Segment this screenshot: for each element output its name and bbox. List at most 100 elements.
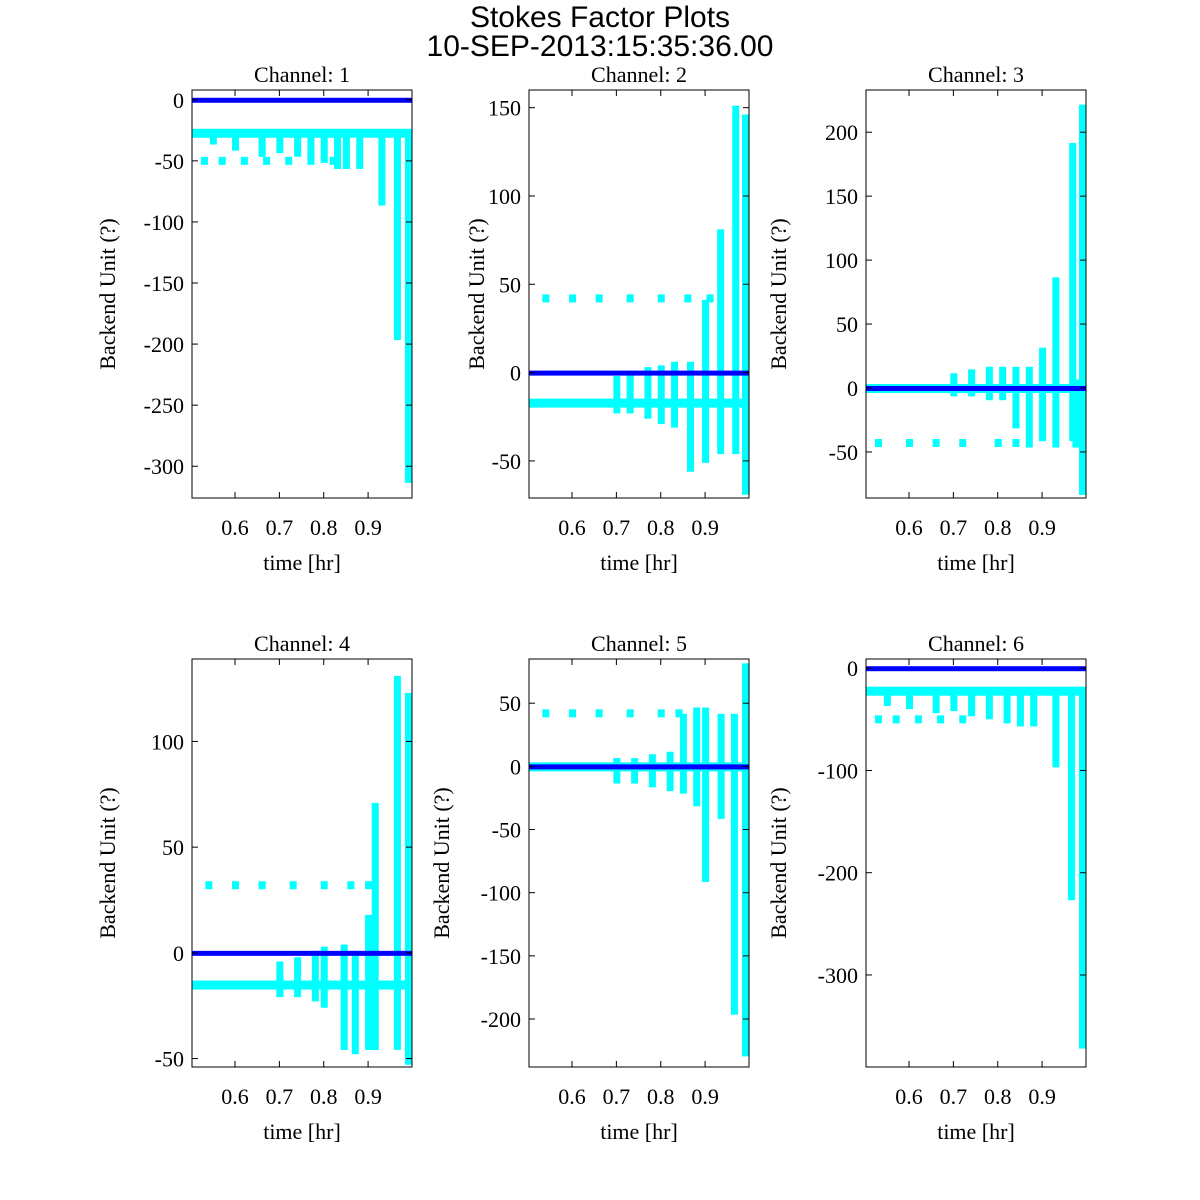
panel-channel-4: Channel: 4 0.6 0.7 0.8 0.9 100 50 0 -50 time [hr]… — [95, 631, 413, 1144]
cyan-dot — [347, 881, 355, 890]
x-tick-label: 0.8 — [647, 1084, 675, 1109]
y-tick-label: -50 — [492, 818, 521, 843]
panel-channel-6: Channel: 6 0.6 0.7 0.8 0.9 0 -100 -200 -300 time … — [766, 631, 1087, 1144]
cyan-dot — [263, 156, 271, 165]
cyan-spike — [342, 130, 350, 169]
x-tick-label: 0.8 — [310, 515, 338, 540]
y-tick-label: 50 — [499, 691, 521, 716]
cyan-spike — [1003, 688, 1011, 724]
cyan-spike — [985, 366, 993, 401]
x-tick-label: 0.7 — [603, 1084, 631, 1109]
cyan-dot — [569, 294, 577, 303]
cyan-spike — [950, 688, 958, 712]
y-tick-label: -300 — [818, 963, 858, 988]
x-axis-label: time [hr] — [263, 550, 341, 575]
cyan-baseline-band — [192, 128, 412, 138]
cyan-spike — [950, 373, 958, 397]
panel-channel-1: Channel: 1 0.6 0.7 0.8 0.9 0 -50 -100 -150 -200 -2… — [95, 62, 413, 575]
x-tick-label: 0.9 — [691, 1084, 719, 1109]
figure-title: Stokes Factor Plots — [470, 1, 730, 34]
cyan-dot — [874, 439, 882, 448]
cyan-spike — [311, 950, 319, 1002]
y-tick-label: -200 — [481, 1007, 521, 1032]
cyan-spike — [613, 375, 621, 414]
cyan-spike — [232, 130, 240, 151]
panel-channel-3: Channel: 3 0.6 0.7 0.8 0.9 200 150 100 50 0 -50 tim… — [766, 62, 1087, 575]
y-tick-label: 50 — [836, 312, 858, 337]
cyan-spike — [657, 365, 665, 425]
y-tick-label: 50 — [162, 835, 184, 860]
cyan-spike — [648, 754, 656, 788]
cyan-spike — [742, 663, 749, 1057]
x-tick-label: 0.9 — [691, 515, 719, 540]
y-tick-label: 0 — [510, 754, 521, 779]
x-tick-label: 0.8 — [310, 1084, 338, 1109]
cyan-spike — [687, 361, 695, 472]
cyan-dot — [200, 156, 208, 165]
y-tick-label: -100 — [144, 210, 184, 235]
y-axis-label: Backend Unit (?) — [766, 787, 791, 939]
cyan-spike — [307, 130, 315, 160]
y-tick-label: 150 — [488, 96, 521, 121]
x-tick-label: 0.8 — [647, 515, 675, 540]
cyan-dot — [285, 156, 293, 165]
x-axis-label: time [hr] — [600, 1119, 678, 1144]
figure-subtitle: 10-SEP-2013:15:35:36.00 — [427, 30, 774, 63]
cyan-spike — [644, 367, 652, 419]
y-tick-label: -150 — [144, 271, 184, 296]
cyan-spike — [1012, 366, 1020, 429]
cyan-spike — [693, 707, 701, 807]
cyan-dot — [937, 715, 945, 724]
y-axis-label: Backend Unit (?) — [95, 218, 120, 370]
cyan-dot — [626, 294, 634, 303]
blue-baseline — [192, 950, 412, 956]
y-tick-label: -100 — [818, 758, 858, 783]
cyan-dot — [906, 439, 914, 448]
y-tick-label: -50 — [155, 149, 184, 174]
cyan-spike — [742, 114, 749, 495]
y-tick-label: -50 — [829, 440, 858, 465]
cyan-spike — [626, 370, 634, 414]
cyan-spike — [730, 713, 738, 1015]
cyan-spike — [968, 369, 976, 397]
cyan-dot — [657, 294, 665, 303]
x-tick-label: 0.7 — [266, 1084, 294, 1109]
cyan-spike — [1039, 347, 1047, 442]
x-tick-label: 0.7 — [266, 515, 294, 540]
cyan-spike — [320, 130, 328, 163]
cyan-spike — [968, 688, 976, 717]
cyan-dot — [218, 156, 226, 165]
cyan-spike — [356, 130, 364, 169]
cyan-spike — [1067, 688, 1075, 901]
cyan-spike — [320, 946, 328, 1008]
cyan-dot — [240, 156, 248, 165]
x-tick-label: 0.9 — [354, 515, 382, 540]
cyan-spike — [1079, 104, 1086, 495]
cyan-spike — [371, 802, 379, 1050]
axes-frame — [865, 658, 1087, 1068]
cyan-spike — [717, 229, 725, 455]
y-tick-label: -200 — [818, 861, 858, 886]
cyan-spike — [1025, 366, 1033, 448]
cyan-spike — [1030, 688, 1038, 727]
cyan-dot — [569, 709, 577, 718]
cyan-dot — [595, 294, 603, 303]
blue-baseline — [866, 666, 1086, 672]
blue-baseline — [529, 764, 749, 770]
cyan-dot — [675, 709, 683, 718]
y-tick-label: 0 — [173, 941, 184, 966]
cyan-dot — [289, 881, 297, 890]
cyan-dot — [542, 294, 550, 303]
cyan-spike — [334, 130, 342, 169]
data-layer — [866, 104, 1086, 495]
cyan-dot — [205, 881, 213, 890]
y-axis-label: Backend Unit (?) — [464, 218, 489, 370]
y-axis-label: Backend Unit (?) — [766, 218, 791, 370]
y-axis-label: Backend Unit (?) — [95, 787, 120, 939]
y-tick-label: 0 — [173, 88, 184, 113]
x-tick-label: 0.7 — [940, 515, 968, 540]
x-tick-label: 0.7 — [940, 1084, 968, 1109]
x-tick-label: 0.9 — [354, 1084, 382, 1109]
axes-frame — [528, 89, 750, 499]
